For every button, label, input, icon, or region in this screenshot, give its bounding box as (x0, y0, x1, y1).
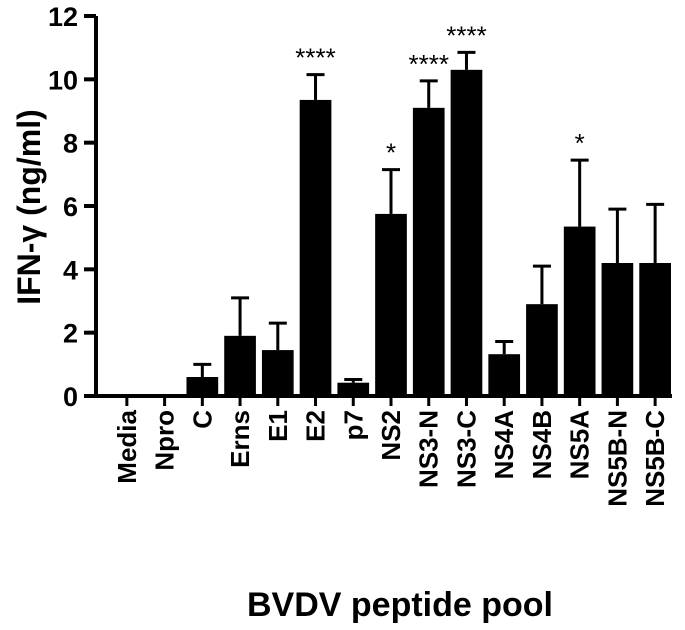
significance-label: * (386, 138, 396, 168)
significance-label: **** (446, 20, 486, 50)
x-tick-label: Npro (150, 410, 180, 471)
y-tick-label: 10 (48, 65, 78, 95)
bars (111, 69, 671, 397)
y-tick-label: 2 (63, 319, 78, 349)
bar-npro (148, 394, 181, 396)
x-tick-label: C (187, 410, 217, 429)
significance-marks: ************** (295, 20, 584, 167)
y-tick-label: 8 (63, 129, 78, 159)
bar-ns5b-c (639, 263, 671, 396)
bar-e2 (299, 99, 332, 397)
bar-ns2 (375, 213, 407, 396)
x-tick-label: NS5B-N (602, 410, 632, 507)
significance-label: **** (408, 49, 448, 79)
x-tick-label: NS5B-C (640, 410, 670, 507)
bar-ns3-c (450, 69, 483, 396)
bar-ns4b (526, 304, 558, 396)
x-tick-label: NS2 (376, 410, 406, 461)
bar-erns (224, 335, 256, 396)
x-tick-label: NS5A (565, 410, 595, 480)
bar-ns5b-n (601, 263, 634, 396)
bar-media (111, 395, 143, 396)
x-tick-label: NS4B (527, 410, 557, 479)
bar-ns4a (488, 354, 521, 396)
x-tick-label: NS4A (489, 410, 519, 480)
x-tick-label: E2 (301, 410, 331, 442)
bar-e1 (261, 350, 294, 396)
x-tick-label: NS3-C (451, 410, 481, 488)
y-tick-label: 0 (63, 382, 78, 412)
x-tick-label: E1 (263, 410, 293, 442)
y-tick-label: 4 (63, 255, 78, 285)
x-tick-label: p7 (338, 410, 368, 440)
x-ticks: Media Npro C Erns E1 E2 p7 NS2 NS3-N NS3-C NS4A NS4… (112, 396, 670, 507)
bar-c (186, 377, 219, 396)
significance-label: * (575, 128, 585, 158)
x-tick-label: NS3-N (414, 410, 444, 488)
significance-label: **** (295, 43, 335, 73)
x-tick-label: Media (112, 409, 142, 483)
y-axis-label: IFN-γ (ng/ml) (11, 109, 47, 305)
bar-ns3-n (412, 107, 445, 396)
y-ticks: 0 2 4 6 8 10 12 (48, 2, 96, 412)
y-tick-label: 12 (48, 2, 78, 32)
error-bars (193, 50, 665, 383)
bar-p7 (337, 382, 370, 396)
bar-ns5a (563, 226, 596, 396)
x-tick-label: Erns (225, 410, 255, 468)
y-tick-label: 6 (63, 192, 78, 222)
x-axis-label: BVDV peptide pool (247, 586, 553, 624)
